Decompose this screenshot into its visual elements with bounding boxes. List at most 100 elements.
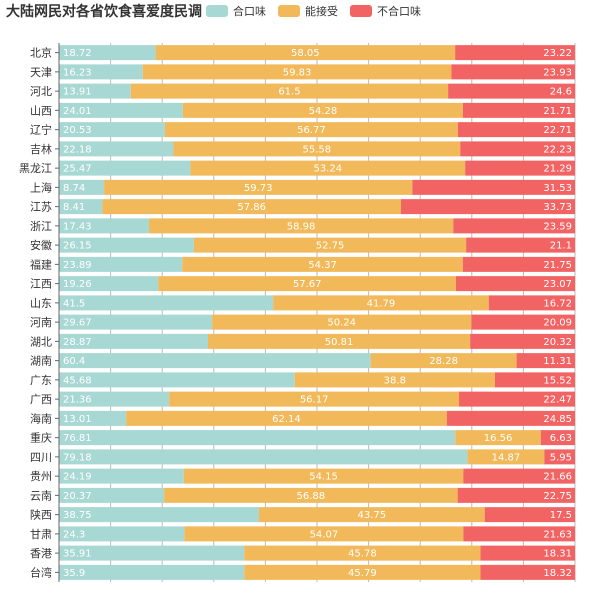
bar-segment <box>59 333 208 349</box>
bar-segment <box>455 45 575 61</box>
data-label: 16.56 <box>484 433 513 444</box>
bar-segment <box>142 64 452 80</box>
bar-segment <box>59 410 127 426</box>
bar-segment <box>173 141 461 157</box>
bar-segment <box>453 218 575 234</box>
bar-segment <box>164 122 458 138</box>
bar-segment <box>516 353 575 369</box>
data-label: 56.77 <box>297 125 326 136</box>
data-label: 21.66 <box>543 472 572 483</box>
bar-segment <box>59 83 131 99</box>
data-label: 45.68 <box>63 375 92 386</box>
data-label: 55.58 <box>303 144 332 155</box>
bar-segment <box>193 237 467 253</box>
bar-segment <box>59 199 103 215</box>
data-label: 22.75 <box>543 491 572 502</box>
bar-segment <box>412 179 575 195</box>
bar-segment <box>462 256 576 272</box>
data-label: 18.32 <box>543 568 572 579</box>
bar-segment <box>484 507 575 523</box>
bar-segment <box>59 564 245 580</box>
bar-segment <box>130 83 449 99</box>
bar-segment <box>59 391 170 407</box>
bar-segment <box>455 430 541 446</box>
chart-title: 大陆网民对各省饮食喜爱度民调 <box>6 4 202 20</box>
bar-segment <box>258 507 485 523</box>
bar-segment <box>457 122 576 138</box>
bar-segment <box>463 468 575 484</box>
bar-segment <box>59 256 183 272</box>
bar-segment <box>164 487 458 503</box>
category-label: 上海 <box>30 180 52 194</box>
data-label: 41.79 <box>367 298 396 309</box>
data-label: 24.01 <box>63 106 92 117</box>
bar-segment <box>488 295 576 311</box>
data-label: 54.07 <box>310 529 339 540</box>
bar-segment <box>182 102 463 118</box>
legend-item-series-2[interactable]: 能接受 <box>278 3 338 19</box>
legend-label-series-2: 能接受 <box>305 5 338 18</box>
data-label: 28.87 <box>63 337 92 348</box>
bar-segment <box>59 353 371 369</box>
data-label: 23.93 <box>543 67 572 78</box>
bar-segment <box>294 372 495 388</box>
data-label: 33.73 <box>543 202 572 213</box>
data-label: 21.71 <box>543 106 572 117</box>
bar-segment <box>540 430 575 446</box>
legend-item-series-3[interactable]: 不合口味 <box>350 3 421 19</box>
data-label: 57.67 <box>293 279 322 290</box>
data-label: 18.72 <box>63 48 92 59</box>
bar-segment <box>102 199 401 215</box>
bar-segment <box>190 160 466 176</box>
data-label: 16.72 <box>543 298 572 309</box>
data-label: 21.36 <box>63 395 92 406</box>
data-label: 21.75 <box>543 260 572 271</box>
data-label: 11.31 <box>543 356 572 367</box>
bar-segment <box>244 564 481 580</box>
data-label: 17.5 <box>550 510 572 521</box>
data-label: 35.91 <box>63 549 92 560</box>
category-label: 山东 <box>30 297 52 310</box>
data-label: 50.81 <box>325 337 354 348</box>
bar-segment <box>59 507 259 523</box>
category-label: 北京 <box>30 46 52 60</box>
category-label: 台湾 <box>30 565 52 579</box>
data-label: 21.63 <box>543 529 572 540</box>
category-label: 天津 <box>30 66 52 79</box>
data-label: 25.47 <box>63 164 92 175</box>
bar-segment <box>446 410 575 426</box>
data-label: 56.88 <box>297 491 326 502</box>
legend-label-series-3: 不合口味 <box>377 5 421 18</box>
bar-segment <box>59 430 456 446</box>
bar-segment <box>183 468 464 484</box>
bar-segment <box>471 314 575 330</box>
bar-segment <box>465 160 575 176</box>
data-label: 20.53 <box>63 125 92 136</box>
data-label: 24.3 <box>63 529 85 540</box>
data-label: 19.26 <box>63 279 92 290</box>
bar-segment <box>244 545 481 561</box>
data-label: 59.73 <box>244 183 273 194</box>
bar-segment <box>463 526 575 542</box>
bar-segment <box>59 160 191 176</box>
data-label: 28.28 <box>429 356 458 367</box>
legend-label-series-1: 合口味 <box>233 5 266 18</box>
category-label: 陕西 <box>30 508 52 522</box>
bar-segment <box>480 545 575 561</box>
bar-segment <box>59 487 165 503</box>
category-label: 安徽 <box>30 238 52 252</box>
data-label: 20.32 <box>543 337 572 348</box>
data-label: 15.52 <box>543 375 572 386</box>
data-label: 54.28 <box>309 106 338 117</box>
data-label: 18.31 <box>543 549 572 560</box>
bar-segment <box>59 102 183 118</box>
data-label: 60.4 <box>63 356 85 367</box>
bar-segment <box>470 333 575 349</box>
bar-segment <box>59 45 156 61</box>
category-label: 甘肃 <box>30 528 52 541</box>
data-label: 79.18 <box>63 452 92 463</box>
data-label: 22.18 <box>63 144 92 155</box>
category-label: 湖北 <box>30 335 52 348</box>
legend-item-series-1[interactable]: 合口味 <box>206 3 266 19</box>
